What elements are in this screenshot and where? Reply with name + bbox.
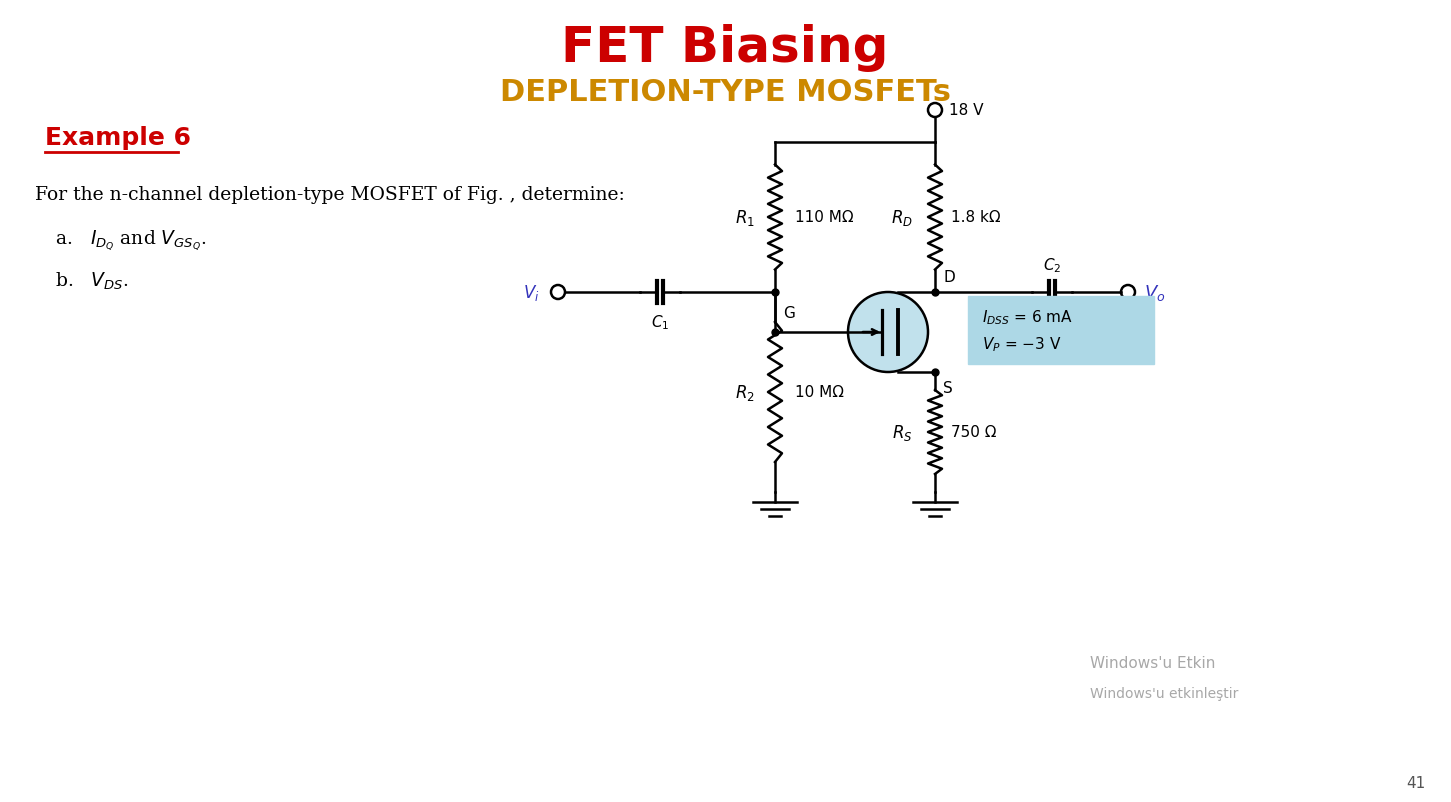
Text: G: G	[784, 306, 795, 321]
Text: DEPLETION-TYPE MOSFETs: DEPLETION-TYPE MOSFETs	[499, 79, 950, 107]
Text: b.   $V_{DS}$.: b. $V_{DS}$.	[55, 270, 129, 291]
Text: 41: 41	[1406, 775, 1425, 790]
Text: $C_2$: $C_2$	[1043, 256, 1061, 274]
Text: S: S	[943, 380, 953, 395]
Text: 1.8 kΩ: 1.8 kΩ	[950, 210, 1001, 225]
Circle shape	[847, 293, 929, 373]
Text: a.   $I_{D_Q}$ and $V_{GS_Q}$.: a. $I_{D_Q}$ and $V_{GS_Q}$.	[55, 229, 206, 253]
Text: $R_2$: $R_2$	[736, 383, 755, 403]
Text: $V_o$: $V_o$	[1143, 282, 1165, 302]
Text: Windows'u etkinleştir: Windows'u etkinleştir	[1090, 687, 1238, 700]
Text: $R_D$: $R_D$	[891, 208, 913, 228]
Text: $I_{DSS}$ = 6 mA: $I_{DSS}$ = 6 mA	[982, 308, 1072, 326]
Text: $V_i$: $V_i$	[524, 282, 540, 302]
Text: $R_S$: $R_S$	[892, 423, 913, 443]
Text: $R_1$: $R_1$	[736, 208, 755, 228]
Text: $C_1$: $C_1$	[651, 313, 669, 331]
Text: $V_P$ = −3 V: $V_P$ = −3 V	[982, 334, 1062, 353]
Text: 750 Ω: 750 Ω	[950, 425, 997, 440]
Text: 10 MΩ: 10 MΩ	[795, 385, 844, 400]
Text: Windows'u Etkin: Windows'u Etkin	[1090, 655, 1216, 670]
Text: 110 MΩ: 110 MΩ	[795, 210, 853, 225]
Text: For the n-channel depletion-type MOSFET of Fig. , determine:: For the n-channel depletion-type MOSFET …	[35, 186, 625, 204]
Text: D: D	[943, 269, 955, 285]
Text: 18 V: 18 V	[949, 103, 984, 119]
Text: Example 6: Example 6	[45, 126, 192, 150]
Text: FET Biasing: FET Biasing	[562, 24, 889, 72]
FancyBboxPatch shape	[968, 297, 1154, 365]
